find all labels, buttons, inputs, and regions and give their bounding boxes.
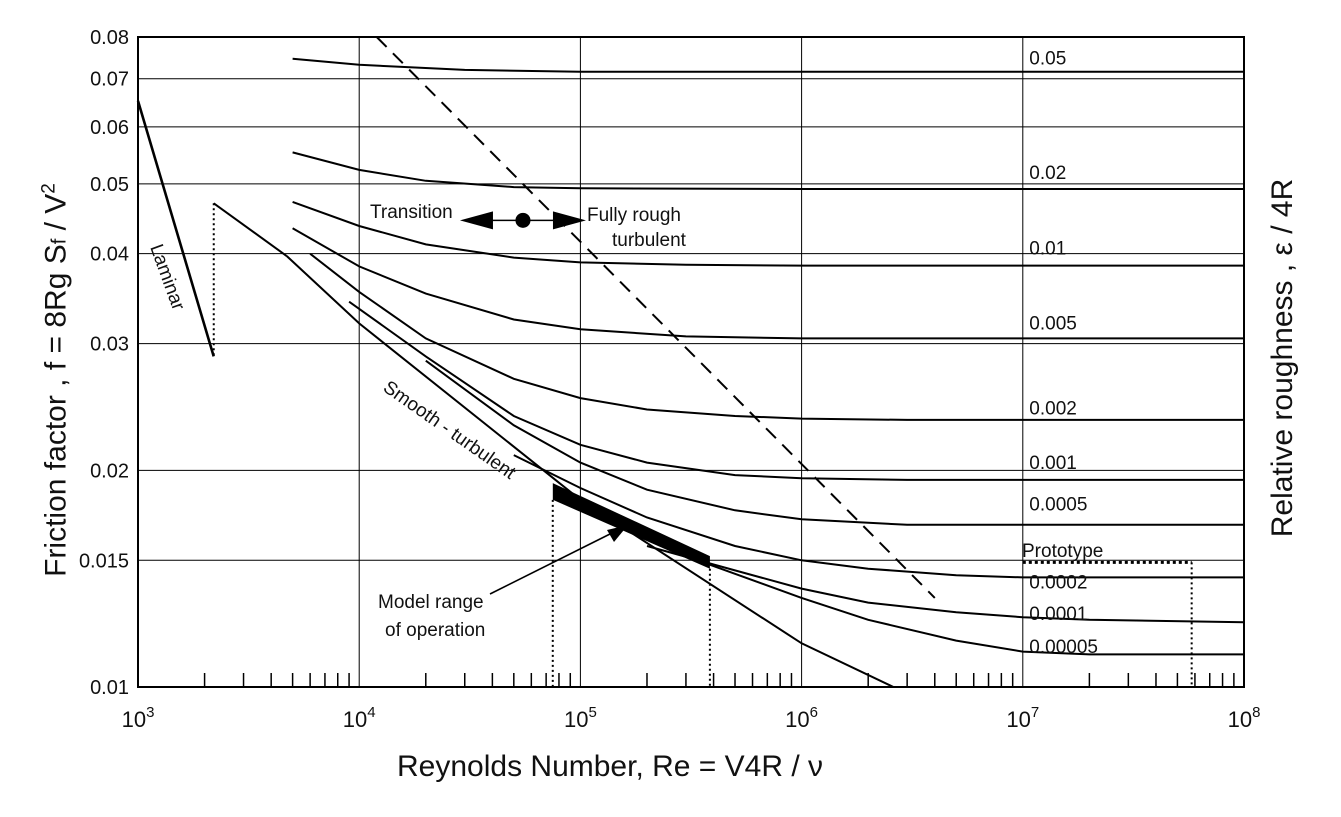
roughness-curve <box>292 227 1244 340</box>
roughness-curve <box>425 359 1244 526</box>
roughness-curve <box>292 57 1244 73</box>
y-tick-label: 0.08 <box>90 27 129 49</box>
roughness-curve <box>292 151 1244 190</box>
laminar-line <box>136 100 215 357</box>
smooth-turbulent-curve <box>286 255 894 688</box>
roughness-label: 0.005 <box>1029 313 1077 334</box>
y-tick-label: 0.07 <box>90 69 129 91</box>
model-range-label-line2: of operation <box>385 620 485 641</box>
transition-label: Transition <box>370 202 453 223</box>
y-axis-title-main: Friction factor , f = 8Rg S <box>39 244 73 577</box>
y-axis-title-tail: / V <box>39 193 73 239</box>
roughness-curve <box>309 252 1244 421</box>
x-tick-label: 108 <box>1228 704 1261 732</box>
roughness-label: 0.0002 <box>1029 573 1087 594</box>
roughness-curve <box>646 545 1245 624</box>
arrow-dot <box>515 212 531 228</box>
minor-ticks <box>203 673 1235 687</box>
y-tick-label: 0.06 <box>90 117 129 139</box>
y-axis-title: Friction factor , f = 8Rg Sf / V2 <box>39 183 74 577</box>
model-range-band <box>552 483 710 569</box>
roughness-curve <box>348 300 1244 481</box>
plot-frame <box>137 36 1245 688</box>
x-axis-title: Reynolds Number, Re = V4R / ν <box>397 750 824 783</box>
roughness-label: 0.0001 <box>1029 604 1087 625</box>
x-tick-label: 104 <box>343 704 376 732</box>
roughness-label: 0.02 <box>1029 163 1066 184</box>
grid <box>137 36 1245 688</box>
prototype-label: Prototype <box>1022 541 1103 562</box>
y-tick-label: 0.05 <box>90 174 129 196</box>
arrow-right-head <box>552 211 586 230</box>
x-tick-label: 105 <box>564 704 597 732</box>
roughness-label: 0.01 <box>1029 238 1066 259</box>
roughness-label: 0.001 <box>1029 453 1077 474</box>
y-tick-label: 0.02 <box>90 460 129 482</box>
x-tick-label: 107 <box>1006 704 1039 732</box>
roughness-label: 0.00005 <box>1029 637 1098 658</box>
y-tick-label: 0.01 <box>90 677 129 699</box>
x-tick-label: 103 <box>122 704 155 732</box>
y-tick-label: 0.03 <box>90 334 129 356</box>
y-tick-label: 0.015 <box>79 550 129 572</box>
roughness-label: 0.05 <box>1029 48 1066 69</box>
transition-curve-start <box>213 202 288 257</box>
roughness-curve <box>513 454 1244 579</box>
fully-rough-label-line2: turbulent <box>612 230 687 251</box>
curves <box>136 36 1245 688</box>
model-range-pointer <box>489 532 613 595</box>
y-axis-title-superscript: 2 <box>38 183 60 194</box>
fully-rough-label-line1: Fully rough <box>587 205 681 226</box>
model-range-label-line1: Model range <box>378 592 484 613</box>
smooth-turbulent-label: Smooth - turbulent <box>379 377 520 484</box>
roughness-label: 0.002 <box>1029 399 1077 420</box>
right-axis-title: Relative roughness , ε / 4R <box>1266 178 1299 538</box>
tick-labels: 0.01 0.015 0.02 0.03 0.04 0.05 0.06 0.07 0.08 103… <box>79 27 1260 732</box>
model-range-pointer-head <box>607 525 628 542</box>
roughness-label: 0.0005 <box>1029 494 1087 515</box>
arrow-left-head <box>459 211 493 230</box>
roughness-curve <box>685 555 1244 656</box>
y-axis-title-subscript: f <box>48 238 71 245</box>
y-tick-label: 0.04 <box>90 244 129 266</box>
rough-boundary-dashed <box>375 36 936 599</box>
roughness-curve <box>292 200 1244 267</box>
x-tick-label: 106 <box>785 704 818 732</box>
